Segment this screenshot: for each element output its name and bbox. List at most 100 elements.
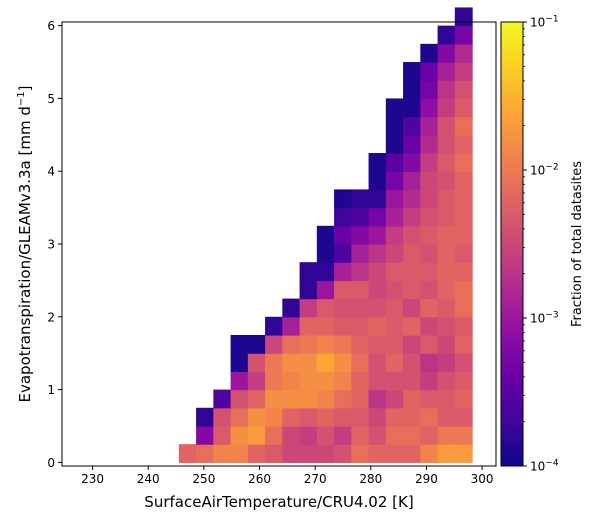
heatmap-cell (437, 262, 456, 281)
heatmap-cell (368, 298, 387, 318)
x-axis-label: SurfaceAirTemperature/CRU4.02 [K] (144, 493, 413, 511)
heatmap-cell (454, 7, 473, 27)
heatmap-cell (316, 298, 335, 318)
heatmap-cell (437, 189, 456, 209)
heatmap-cell (230, 407, 249, 427)
colorbar-tick-label: 10−1 (530, 15, 559, 30)
y-tick-label: 3 (47, 238, 55, 252)
heatmap-cell (437, 334, 456, 354)
heatmap-cell (385, 262, 404, 281)
heatmap-cell (454, 425, 473, 445)
heatmap-cell (403, 80, 421, 100)
heatmap-cell (437, 43, 456, 63)
heatmap-cell (316, 444, 335, 463)
heatmap-cell (437, 225, 456, 245)
heatmap-cell (420, 244, 439, 263)
heatmap-cell (403, 298, 421, 318)
heatmap-cell (420, 262, 439, 281)
heatmap-cell (403, 153, 421, 172)
heatmap-cell (316, 425, 335, 445)
heatmap-cell (334, 298, 352, 318)
heatmap-cell (334, 207, 352, 227)
heatmap-cell (368, 371, 387, 391)
heatmap-cell (368, 262, 387, 281)
y-tick-label: 0 (47, 456, 55, 470)
heatmap-cell (454, 353, 473, 372)
heatmap-cell (420, 207, 439, 227)
heatmap-cell (385, 353, 404, 372)
heatmap-cell (454, 134, 473, 154)
heatmap-cell (316, 334, 335, 354)
heatmap-cell (420, 316, 439, 336)
heatmap-cell (454, 334, 473, 354)
heatmap-cell (420, 353, 439, 372)
heatmap-cell (420, 171, 439, 191)
heatmap-cell (454, 25, 473, 45)
heatmap-cell (334, 316, 352, 336)
heatmap-cell (454, 389, 473, 409)
x-tick-label: 290 (415, 472, 438, 486)
heatmap-cell (368, 244, 387, 263)
heatmap-cell (385, 298, 404, 318)
heatmap-cell (334, 371, 352, 391)
heatmap-cell (230, 334, 249, 354)
y-tick-label: 4 (47, 165, 55, 179)
heatmap-cell (316, 244, 335, 263)
heatmap-cell (334, 189, 352, 209)
heatmap-cell (316, 389, 335, 409)
heatmap-cell (454, 80, 473, 100)
heatmap-cell (368, 353, 387, 372)
heatmap-cell (351, 207, 370, 227)
heatmap-cell (351, 280, 370, 300)
heatmap-cell (403, 389, 421, 409)
heatmap-cell (299, 407, 318, 427)
colorbar (500, 21, 524, 467)
heatmap-cell (351, 407, 370, 427)
heatmap-cell (437, 407, 456, 427)
heatmap-cell (230, 444, 249, 463)
heatmap-cell (265, 353, 283, 372)
heatmap-cell (299, 334, 318, 354)
heatmap-cell (213, 425, 232, 445)
colorbar-tick-label: 10−2 (530, 163, 559, 178)
heatmap-cell (334, 244, 352, 263)
heatmap-cell (385, 407, 404, 427)
y-axis-label-end: ] (16, 86, 34, 92)
heatmap-cell (420, 389, 439, 409)
heatmap-cell (420, 371, 439, 391)
heatmap-cell (385, 153, 404, 172)
heatmap-cell (403, 134, 421, 154)
heatmap-cell (385, 444, 404, 463)
x-tick-label: 300 (471, 472, 494, 486)
heatmap-cell (282, 444, 301, 463)
heatmap-cell (282, 334, 301, 354)
heatmap-cell (316, 225, 335, 245)
heatmap-cell (247, 334, 266, 354)
heatmap-cell (454, 116, 473, 136)
heatmap-cell (247, 425, 266, 445)
heatmap-cell (316, 262, 335, 281)
heatmap-cell (368, 316, 387, 336)
heatmap-cell (385, 280, 404, 300)
heatmap-cell (385, 134, 404, 154)
heatmap-cell (403, 189, 421, 209)
heatmap-cell (265, 334, 283, 354)
heatmap-cell (437, 116, 456, 136)
heatmap-cell (196, 425, 214, 445)
heatmap-cell (385, 316, 404, 336)
heatmap-cell (403, 407, 421, 427)
heatmap-cell (351, 371, 370, 391)
heatmap-cell (420, 407, 439, 427)
heatmap-cell (265, 425, 283, 445)
heatmap-cell (385, 225, 404, 245)
heatmap-cell (437, 316, 456, 336)
x-axis-ticks: 230 240 250 260 270 280 290 300 (81, 466, 494, 486)
x-tick-label: 230 (81, 472, 104, 486)
heatmap-cell (420, 298, 439, 318)
heatmap-cell (437, 62, 456, 81)
heatmap-cell (282, 298, 301, 318)
heatmap-cell (265, 371, 283, 391)
heatmap-cell (351, 244, 370, 263)
colorbar-tick-label: 10−4 (530, 459, 559, 474)
heatmap-cell (316, 316, 335, 336)
